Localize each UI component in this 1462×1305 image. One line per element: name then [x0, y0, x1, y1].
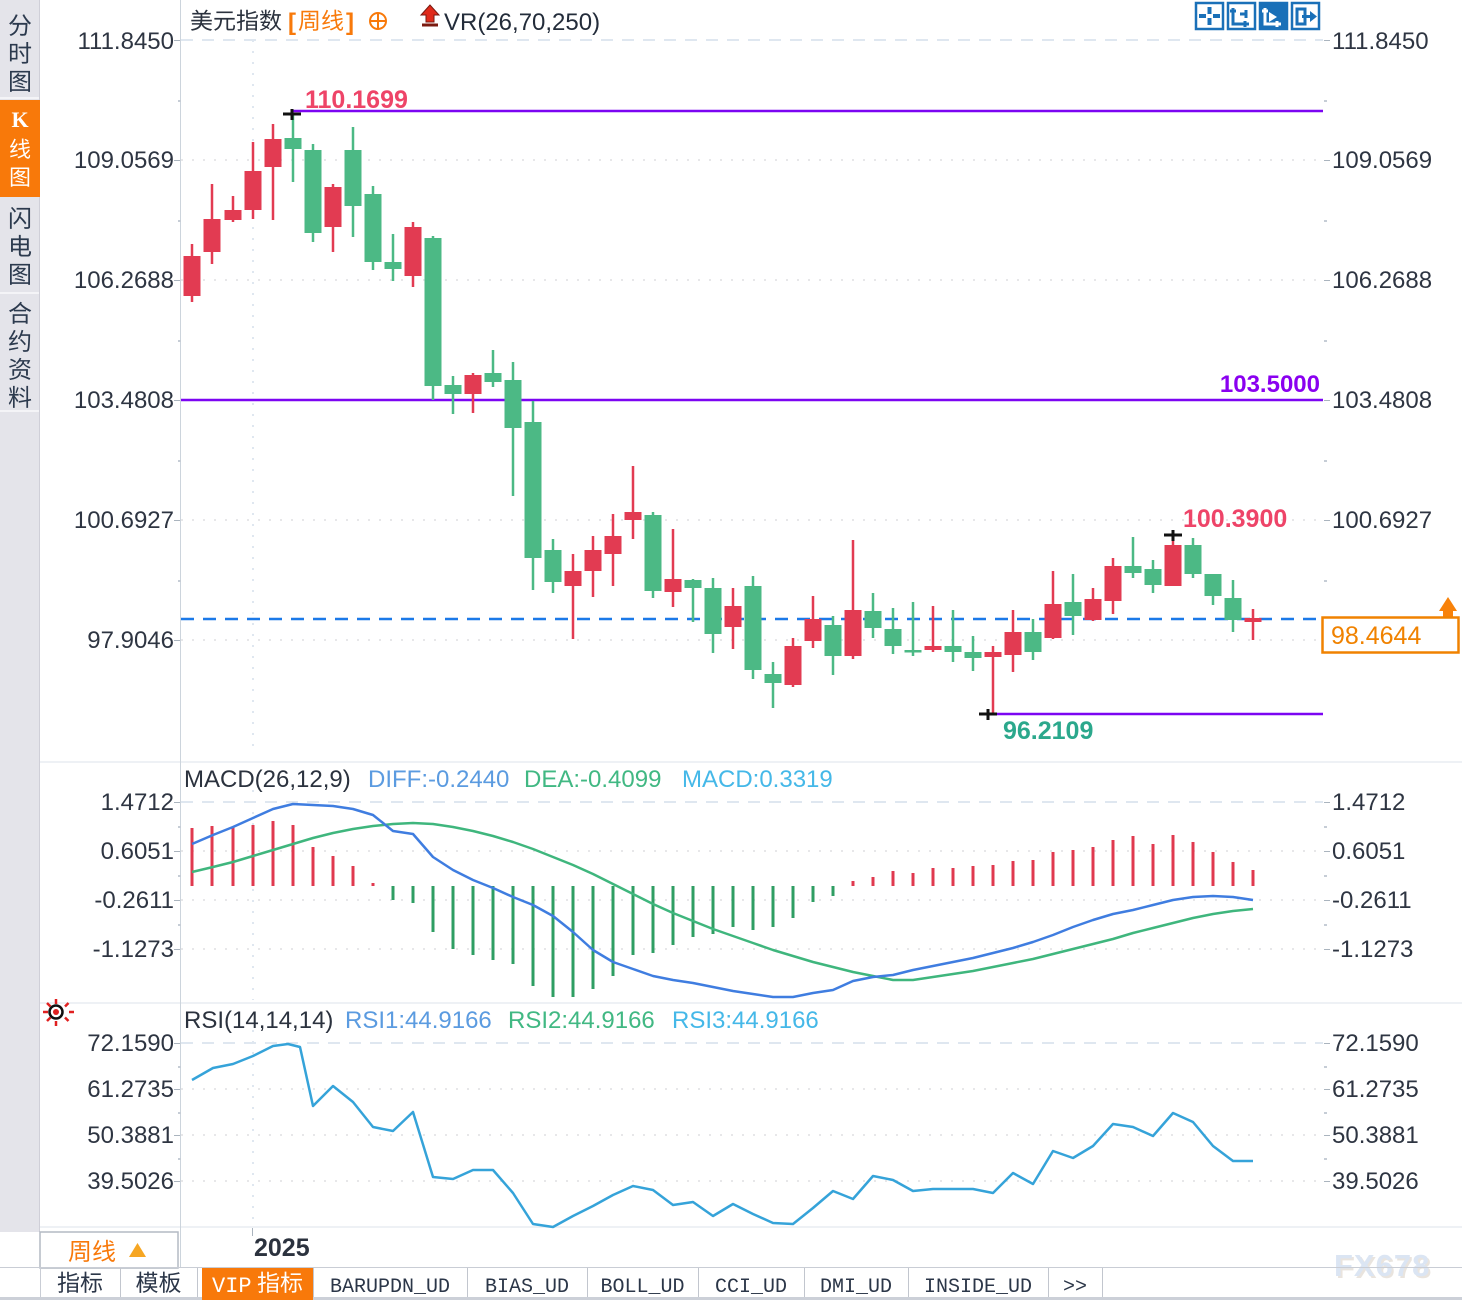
svg-text:61.2735: 61.2735: [1332, 1076, 1419, 1103]
svg-text:BIAS_UD: BIAS_UD: [485, 1276, 569, 1299]
svg-text:FX678: FX678: [1334, 1248, 1430, 1283]
svg-text:100.3900: 100.3900: [1183, 505, 1287, 533]
svg-text:50.3881: 50.3881: [1332, 1122, 1419, 1149]
svg-text:72.1590: 72.1590: [1332, 1030, 1419, 1057]
svg-text:DEA:-0.4099: DEA:-0.4099: [524, 766, 661, 793]
svg-text:61.2735: 61.2735: [87, 1076, 174, 1103]
svg-text:98.4644: 98.4644: [1331, 622, 1421, 650]
svg-text:109.0569: 109.0569: [1332, 147, 1432, 174]
svg-text:-0.2611: -0.2611: [1332, 887, 1412, 914]
svg-text:BOLL_UD: BOLL_UD: [600, 1276, 684, 1299]
svg-text:72.1590: 72.1590: [87, 1030, 174, 1057]
svg-text:VR(26,70,250): VR(26,70,250): [444, 9, 600, 36]
svg-text:K: K: [11, 107, 28, 132]
svg-text:109.0569: 109.0569: [74, 147, 174, 174]
svg-text:RSI3:44.9166: RSI3:44.9166: [672, 1007, 819, 1034]
svg-text:MACD:0.3319: MACD:0.3319: [682, 766, 833, 793]
svg-text:103.4808: 103.4808: [74, 387, 174, 414]
svg-text:MACD(26,12,9): MACD(26,12,9): [184, 766, 351, 793]
svg-text:-0.2611: -0.2611: [94, 887, 174, 914]
svg-text:111.8450: 111.8450: [1332, 28, 1429, 55]
svg-text:CCI_UD: CCI_UD: [715, 1276, 787, 1299]
svg-text:39.5026: 39.5026: [1332, 1168, 1419, 1195]
svg-text:BARUPDN_UD: BARUPDN_UD: [330, 1276, 450, 1299]
svg-text:110.1699: 110.1699: [305, 86, 408, 114]
svg-text:96.2109: 96.2109: [1003, 717, 1093, 745]
svg-text:111.8450: 111.8450: [77, 28, 174, 55]
svg-text:103.4808: 103.4808: [1332, 387, 1432, 414]
svg-text:0.6051: 0.6051: [1332, 838, 1405, 865]
svg-text:50.3881: 50.3881: [87, 1122, 174, 1149]
svg-text:97.9046: 97.9046: [87, 627, 174, 654]
svg-text:>>: >>: [1063, 1276, 1087, 1299]
svg-text:1.4712: 1.4712: [1332, 789, 1405, 816]
svg-text:39.5026: 39.5026: [87, 1168, 174, 1195]
svg-text:2025: 2025: [254, 1234, 310, 1262]
svg-text:DMI_UD: DMI_UD: [820, 1276, 892, 1299]
svg-text:RSI1:44.9166: RSI1:44.9166: [345, 1007, 492, 1034]
svg-text:106.2688: 106.2688: [74, 267, 174, 294]
svg-text:VIP: VIP: [212, 1274, 252, 1299]
svg-text:103.5000: 103.5000: [1220, 371, 1320, 398]
svg-text:100.6927: 100.6927: [74, 507, 174, 534]
svg-text:0.6051: 0.6051: [101, 838, 174, 865]
svg-text:DIFF:-0.2440: DIFF:-0.2440: [368, 766, 509, 793]
svg-text:[: [: [288, 9, 296, 36]
svg-text:INSIDE_UD: INSIDE_UD: [924, 1276, 1032, 1299]
svg-text:]: ]: [346, 9, 354, 36]
svg-text:100.6927: 100.6927: [1332, 507, 1432, 534]
svg-text:RSI(14,14,14): RSI(14,14,14): [184, 1007, 333, 1034]
svg-text:1.4712: 1.4712: [101, 789, 174, 816]
svg-text:RSI2:44.9166: RSI2:44.9166: [508, 1007, 655, 1034]
svg-text:-1.1273: -1.1273: [1332, 936, 1413, 963]
svg-text:106.2688: 106.2688: [1332, 267, 1432, 294]
svg-text:-1.1273: -1.1273: [93, 936, 174, 963]
